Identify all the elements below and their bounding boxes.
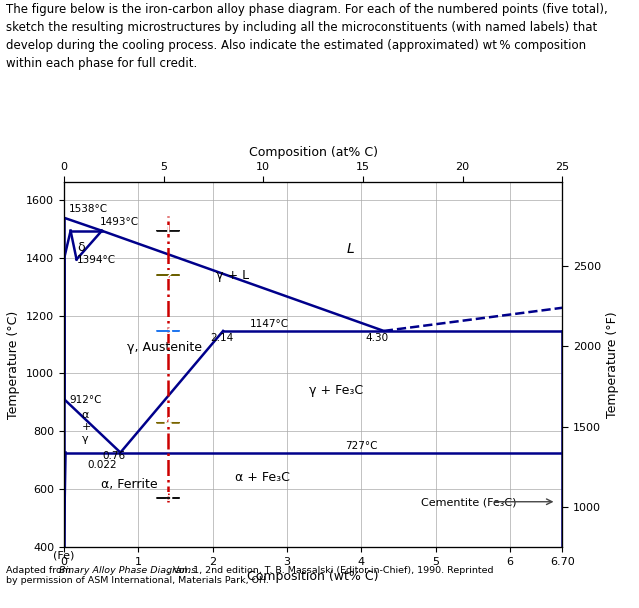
Text: Adapted from: Adapted from xyxy=(6,565,74,575)
Text: 2.14: 2.14 xyxy=(210,333,234,343)
Text: 0.76: 0.76 xyxy=(103,451,126,461)
Text: δ: δ xyxy=(77,241,85,254)
X-axis label: Composition (at% C): Composition (at% C) xyxy=(249,147,378,159)
Text: (Fe): (Fe) xyxy=(53,550,75,560)
Text: Cementite (Fe₃C): Cementite (Fe₃C) xyxy=(421,497,516,507)
Text: 727°C: 727°C xyxy=(345,441,378,451)
Text: α
+
γ: α + γ xyxy=(82,410,91,444)
Text: γ + Fe₃C: γ + Fe₃C xyxy=(309,384,364,398)
Text: by permission of ASM International, Materials Park, OH.: by permission of ASM International, Mate… xyxy=(6,576,269,585)
Text: 1: 1 xyxy=(164,224,172,237)
Text: L: L xyxy=(346,242,355,256)
X-axis label: Composition (wt% C): Composition (wt% C) xyxy=(247,570,379,582)
Text: 1538°C: 1538°C xyxy=(69,204,108,213)
Text: 4: 4 xyxy=(164,416,172,429)
Text: 4.30: 4.30 xyxy=(365,333,389,343)
Text: γ, Austenite: γ, Austenite xyxy=(127,341,202,354)
Text: γ + L: γ + L xyxy=(217,269,249,282)
Text: 3: 3 xyxy=(164,325,172,337)
Text: The figure below is the iron-carbon alloy phase diagram. For each of the numbere: The figure below is the iron-carbon allo… xyxy=(6,3,608,70)
Text: 2: 2 xyxy=(164,269,172,282)
Y-axis label: Temperature (°C): Temperature (°C) xyxy=(8,311,20,419)
Text: α + Fe₃C: α + Fe₃C xyxy=(235,471,290,484)
Text: 912°C: 912°C xyxy=(69,395,102,405)
Text: , Vol. 1, 2nd edition, T. B. Massalski (Editor-in-Chief), 1990. Reprinted: , Vol. 1, 2nd edition, T. B. Massalski (… xyxy=(167,565,493,575)
Text: Binary Alloy Phase Diagrams: Binary Alloy Phase Diagrams xyxy=(59,565,197,575)
Text: α, Ferrite: α, Ferrite xyxy=(101,478,158,491)
Text: 1493°C: 1493°C xyxy=(100,217,139,227)
Text: 5: 5 xyxy=(164,491,172,505)
Y-axis label: Temperature (°F): Temperature (°F) xyxy=(606,311,619,418)
Text: 1147°C: 1147°C xyxy=(250,319,289,329)
Text: 0.022: 0.022 xyxy=(88,460,118,470)
Text: 1394°C: 1394°C xyxy=(77,255,116,265)
